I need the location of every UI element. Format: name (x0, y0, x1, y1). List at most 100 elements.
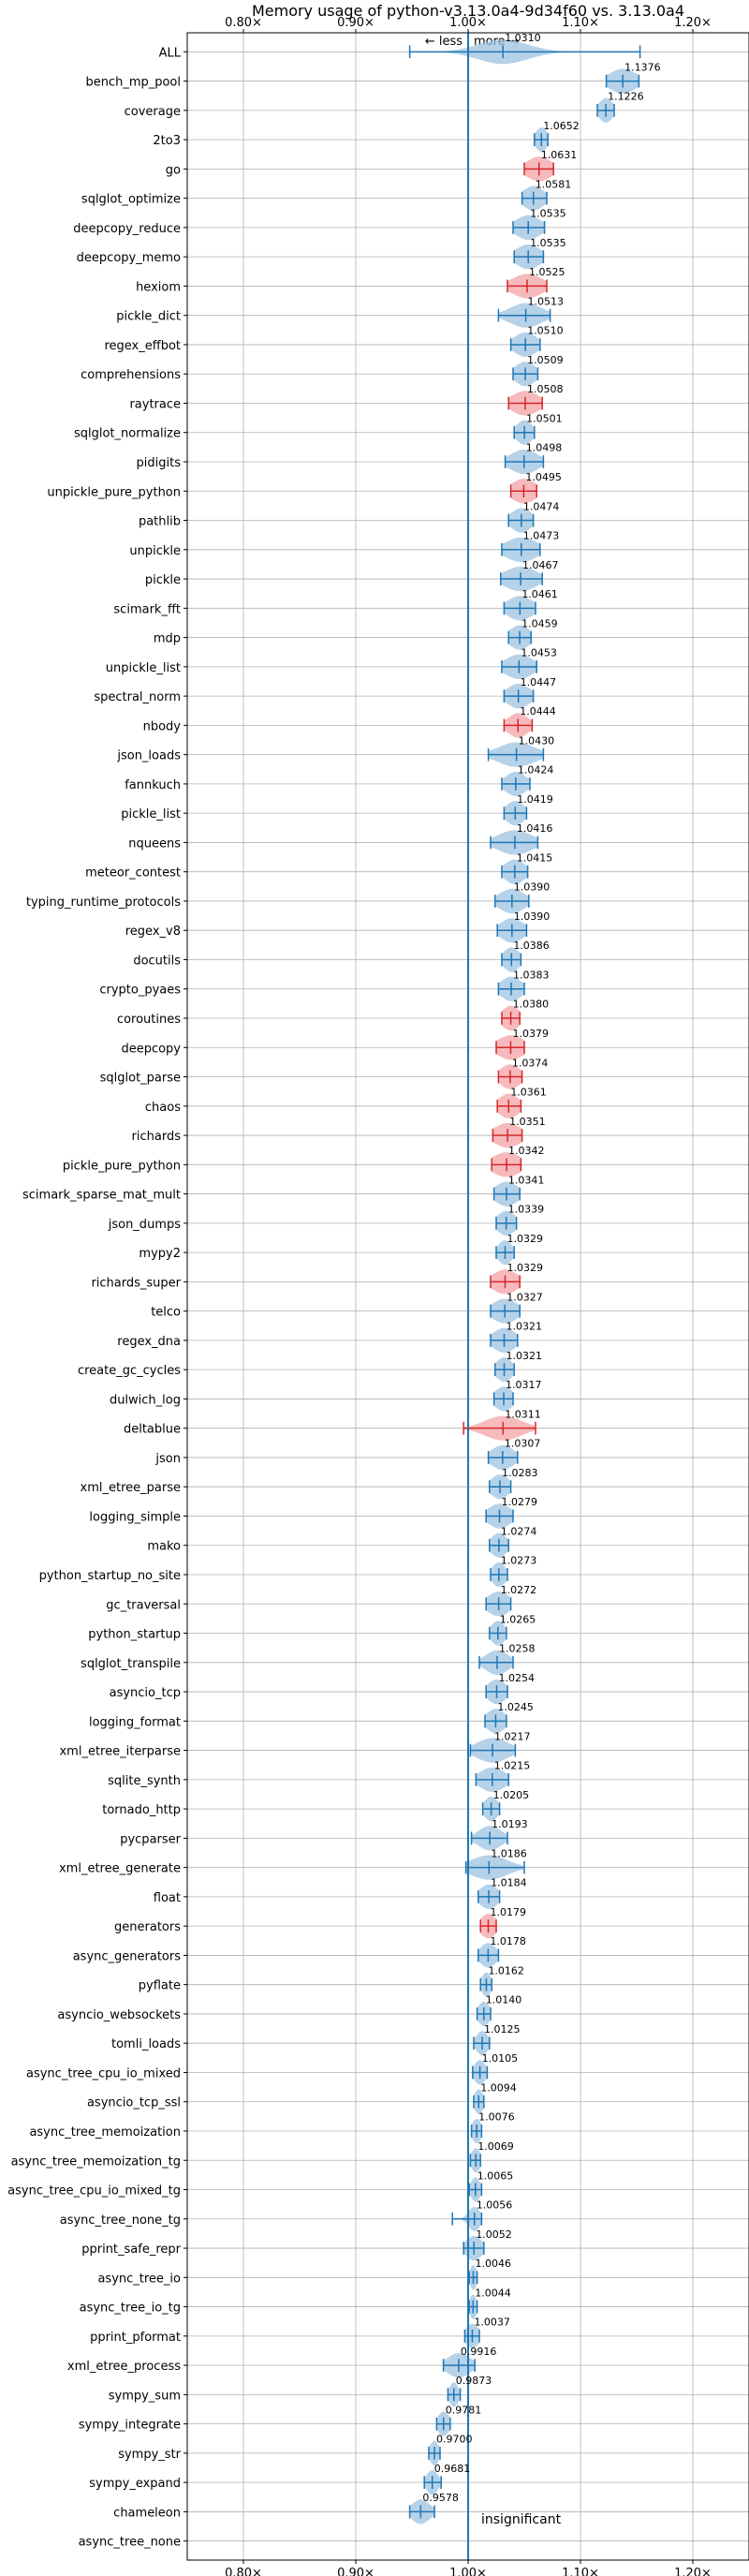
value-label: 1.0327 (507, 1291, 543, 1303)
benchmark-label: gc_traversal (106, 1598, 181, 1612)
benchmark-label: telco (151, 1306, 181, 1320)
value-label: 1.0351 (509, 1116, 546, 1128)
benchmark-label: sqlglot_optimize (81, 193, 181, 207)
benchmark-label: regex_effbot (104, 339, 181, 353)
benchmark-label: xml_etree_iterparse (59, 1745, 181, 1759)
value-label: 1.0419 (517, 793, 553, 806)
value-label: 1.0510 (527, 325, 564, 337)
benchmark-label: pidigits (137, 456, 182, 470)
value-label: 1.0374 (512, 1057, 549, 1069)
value-label: 1.0453 (521, 647, 557, 659)
benchmark-label: deepcopy_reduce (73, 222, 181, 236)
benchmark-label: pycparser (120, 1832, 181, 1846)
benchmark-label: json (154, 1452, 181, 1466)
value-label: 1.0193 (492, 1818, 528, 1830)
value-label: 1.0125 (484, 2023, 521, 2036)
benchmark-label: python_startup (88, 1628, 181, 1642)
value-label: 1.0186 (491, 1847, 527, 1859)
benchmark-label: pathlib (139, 515, 181, 529)
x-tick-label-bottom: 1.20× (674, 2567, 712, 2576)
value-label: 1.0329 (507, 1233, 543, 1245)
value-label: 1.0205 (493, 1789, 530, 1801)
benchmark-label: deltablue (124, 1423, 181, 1437)
value-label: 1.0272 (501, 1584, 537, 1596)
value-label: 1.0501 (526, 412, 563, 424)
value-label: 1.0046 (476, 2258, 512, 2270)
benchmark-label: json_loads (116, 749, 181, 763)
value-label: 1.0279 (501, 1496, 537, 1508)
benchmark-label: ALL (159, 46, 182, 60)
value-label: 1.0265 (500, 1613, 536, 1625)
value-label: 1.0461 (521, 588, 558, 600)
direction-label-less: ← less (425, 35, 463, 49)
value-label: 1.0508 (527, 383, 564, 395)
value-label: 1.0217 (494, 1730, 531, 1742)
benchmark-label: logging_simple (89, 1510, 181, 1524)
value-label: 1.0581 (536, 178, 572, 190)
value-label: 1.0535 (530, 208, 566, 220)
value-label: 1.0509 (527, 354, 564, 366)
value-label: 0.9681 (434, 2463, 471, 2475)
benchmark-label: nbody (143, 719, 182, 733)
value-label: 1.0254 (498, 1672, 535, 1684)
benchmark-label: python_startup_no_site (39, 1569, 181, 1583)
value-label: 1.0140 (486, 1994, 522, 2006)
benchmark-label: pickle_list (121, 807, 181, 822)
benchmark-label: chameleon (113, 2506, 181, 2520)
value-label: 1.0044 (475, 2287, 511, 2299)
value-label: 1.0390 (514, 881, 551, 894)
benchmark-label: meteor_contest (85, 866, 181, 881)
value-label: 1.0258 (499, 1643, 536, 1655)
benchmark-label: pickle_dict (116, 310, 181, 324)
benchmark-label: unpickle_pure_python (47, 485, 181, 499)
benchmark-label: deepcopy (121, 1042, 181, 1056)
benchmark-label: crypto_pyaes (99, 984, 181, 998)
benchmark-label: pickle_pure_python (63, 1159, 181, 1173)
benchmark-label: hexiom (136, 280, 181, 294)
value-label: 1.0447 (521, 676, 557, 688)
value-label: 1.0307 (505, 1438, 541, 1450)
value-label: 1.0361 (510, 1087, 547, 1099)
value-label: 1.0056 (477, 2199, 512, 2212)
benchmark-label: generators (114, 1920, 181, 1934)
benchmark-label: pickle (145, 573, 181, 587)
value-label: 1.0094 (480, 2081, 517, 2094)
value-label: 1.0379 (512, 1028, 549, 1040)
benchmark-label: pprint_pformat (90, 2331, 181, 2345)
value-label: 1.0424 (518, 764, 554, 777)
value-label: 1.0321 (507, 1350, 543, 1362)
benchmark-label: asyncio_websockets (57, 2008, 181, 2022)
benchmark-label: async_tree_memoization_tg (11, 2154, 181, 2169)
benchmark-label: sympy_str (118, 2448, 181, 2462)
benchmark-label: async_tree_cpu_io_mixed_tg (7, 2184, 181, 2198)
x-tick-label-top: 1.00× (449, 16, 487, 30)
benchmark-label: xml_etree_process (67, 2360, 181, 2374)
benchmark-label: mako (147, 1540, 181, 1554)
benchmark-label: comprehensions (81, 368, 181, 382)
value-label: 1.0069 (477, 2140, 514, 2153)
value-label: 1.0283 (502, 1467, 538, 1479)
benchmark-label: sqlglot_normalize (74, 427, 181, 441)
benchmark-label: sqlglot_parse (100, 1072, 181, 1086)
value-label: 1.0184 (491, 1877, 527, 1889)
benchmark-label: sqlglot_transpile (81, 1657, 181, 1671)
violins (408, 39, 641, 2524)
benchmark-label: async_tree_io_tg (80, 2302, 181, 2316)
benchmark-label: regex_v8 (125, 925, 181, 939)
value-label: 1.0105 (482, 2052, 519, 2065)
benchmark-label: sympy_expand (89, 2477, 181, 2491)
value-label: 1.0178 (490, 1935, 526, 1947)
value-label: 1.0341 (508, 1174, 545, 1186)
benchmark-label: 2to3 (153, 134, 181, 148)
value-label: 1.0416 (517, 822, 553, 835)
value-label: 1.0215 (494, 1760, 531, 1772)
benchmark-label: fannkuch (125, 778, 181, 792)
x-tick-label-bottom: 0.90× (337, 2567, 374, 2576)
benchmark-label: mypy2 (139, 1247, 181, 1261)
benchmark-label: unpickle_list (106, 661, 181, 675)
benchmark-label: logging_format (89, 1715, 181, 1729)
value-label: 1.0310 (505, 32, 541, 44)
x-tick-label-bottom: 0.80× (225, 2567, 262, 2576)
value-label: 1.0274 (501, 1525, 537, 1537)
value-label: 1.0329 (507, 1262, 543, 1274)
